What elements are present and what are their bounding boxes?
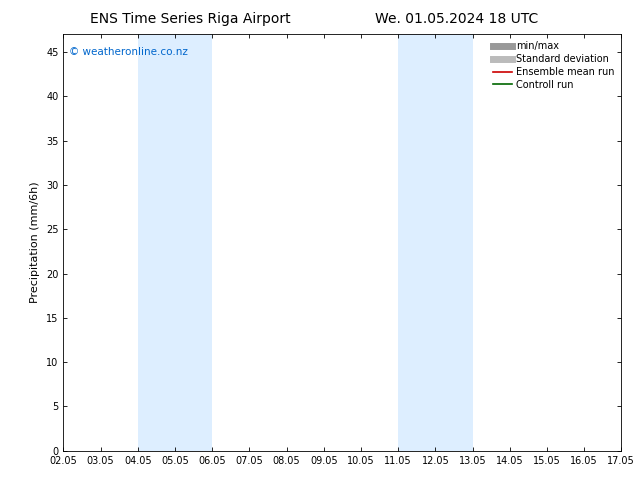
- Bar: [398, 34, 472, 451]
- Text: © weatheronline.co.nz: © weatheronline.co.nz: [69, 47, 188, 57]
- Bar: [138, 34, 212, 451]
- Legend: min/max, Standard deviation, Ensemble mean run, Controll run: min/max, Standard deviation, Ensemble me…: [489, 37, 618, 94]
- Text: ENS Time Series Riga Airport: ENS Time Series Riga Airport: [90, 12, 290, 26]
- Text: We. 01.05.2024 18 UTC: We. 01.05.2024 18 UTC: [375, 12, 538, 26]
- Y-axis label: Precipitation (mm/6h): Precipitation (mm/6h): [30, 182, 41, 303]
